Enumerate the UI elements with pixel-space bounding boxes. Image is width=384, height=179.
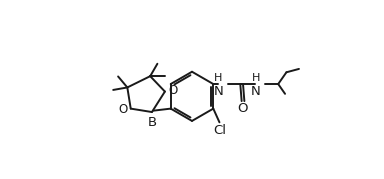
Text: O: O [237, 103, 248, 115]
Text: N: N [251, 85, 261, 98]
Text: O: O [168, 84, 177, 97]
Text: H: H [214, 73, 223, 83]
Text: B: B [147, 116, 156, 129]
Text: O: O [118, 103, 127, 117]
Text: N: N [214, 85, 223, 98]
Text: Cl: Cl [213, 124, 226, 137]
Text: H: H [252, 73, 260, 83]
